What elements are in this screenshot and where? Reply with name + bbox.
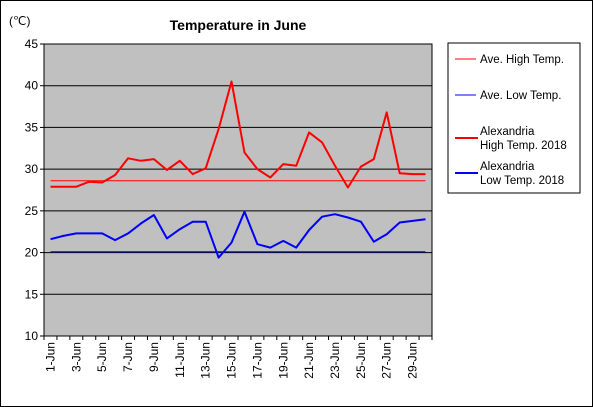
legend-label-3: Alexandria: [480, 161, 535, 173]
y-tick-label: 35: [25, 120, 39, 134]
y-tick-label: 30: [25, 162, 39, 176]
y-tick-label: 15: [25, 287, 39, 301]
y-tick-labels: 10 15 20 25 30 35 40 45: [25, 37, 44, 343]
x-tick-label: 19-Jun: [276, 342, 290, 379]
x-tick-label: 23-Jun: [328, 342, 342, 379]
plot-background: [43, 43, 433, 337]
x-tick-label: 13-Jun: [199, 342, 213, 379]
plot-area: [43, 43, 433, 337]
series-line-3: [50, 210, 426, 259]
series-line-2: [50, 80, 426, 189]
x-tick-label: 29-Jun: [406, 342, 420, 379]
y-tick-label: 45: [25, 37, 39, 51]
x-tick-label: 25-Jun: [354, 342, 368, 379]
x-tick-label: 11-Jun: [173, 342, 187, 378]
y-axis-unit: (℃): [9, 14, 30, 28]
legend-box: [447, 42, 581, 194]
legend-label-2: Alexandria: [480, 126, 535, 138]
x-tick-label: 17-Jun: [250, 342, 264, 379]
y-tick-label: 20: [25, 246, 39, 260]
x-tick-label: 5-Jun: [95, 342, 109, 372]
legend-label-1: Ave. Low Temp.: [480, 90, 561, 102]
x-tick-label: 21-Jun: [302, 342, 316, 379]
legend: Ave. High Temp. Ave. Low Temp. Alexandria H…: [447, 42, 581, 194]
x-tick-label: 15-Jun: [225, 342, 239, 379]
chart-title: Temperature in June: [170, 17, 307, 33]
x-tick-label: 9-Jun: [147, 342, 161, 372]
y-tick-label: 40: [25, 79, 39, 93]
x-tick-label: 7-Jun: [121, 342, 135, 372]
legend-label-3: Low Temp. 2018: [480, 175, 564, 187]
y-tick-label: 25: [25, 204, 39, 218]
legend-label-0: Ave. High Temp.: [480, 54, 564, 66]
x-tick-label: 27-Jun: [380, 342, 394, 379]
series-lines: [50, 80, 426, 259]
legend-label-2: High Temp. 2018: [480, 140, 567, 152]
x-tick-labels: 1-Jun 3-Jun 5-Jun 7-Jun 9-Jun 11-Jun 13-Jun 15-…: [43, 336, 433, 379]
y-tick-label: 10: [25, 329, 39, 343]
x-tick-label: 1-Jun: [43, 342, 57, 372]
x-tick-label: 3-Jun: [69, 342, 83, 372]
